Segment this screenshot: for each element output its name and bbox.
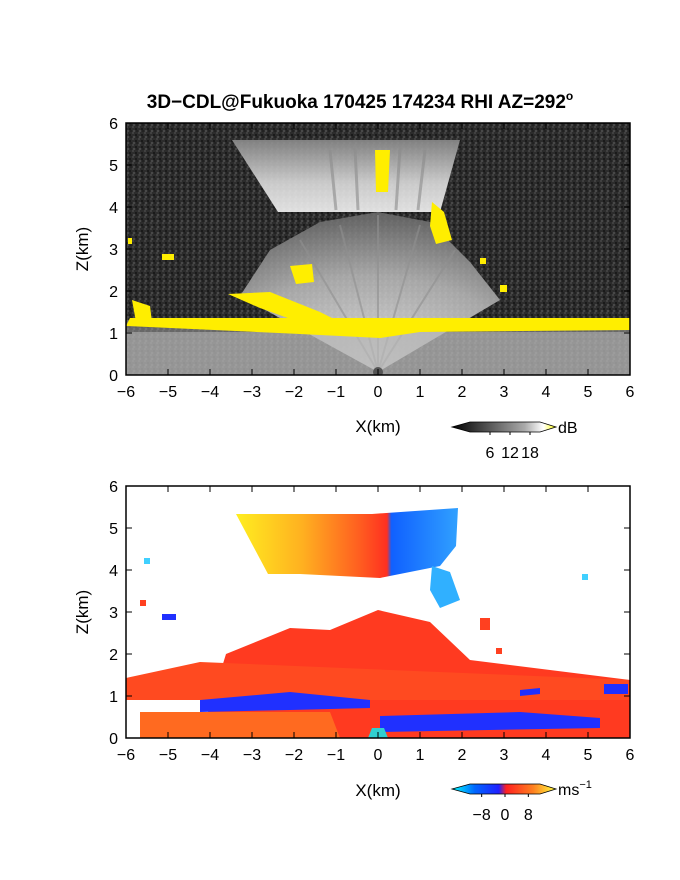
velocity-y-ticks: 0 1 2 3 4 5 6 (109, 479, 630, 748)
reflectivity-x-tick-label: 4 (542, 384, 551, 401)
reflectivity-x-tick-label: −4 (201, 384, 219, 401)
velocity-y-tick-label: 2 (109, 647, 118, 664)
velocity-x-tick-label: −1 (327, 747, 345, 764)
reflectivity-colorbar-ticks: 6 12 18 (486, 432, 539, 462)
reflectivity-x-tick-label: 3 (500, 384, 509, 401)
reflectivity-x-ticks: −6 −5 −4 −3 −2 −1 0 1 2 3 4 5 6 (117, 123, 635, 401)
velocity-x-tick-label: 2 (458, 747, 467, 764)
velocity-x-axis-label: X(km) (355, 781, 400, 800)
reflectivity-colorbar-tick-label: 12 (501, 445, 519, 462)
velocity-x-tick-label: −3 (243, 747, 261, 764)
reflectivity-colorbar-unit: dB (558, 420, 578, 437)
velocity-x-tick-label: 1 (416, 747, 425, 764)
velocity-x-tick-label: 4 (542, 747, 551, 764)
reflectivity-y-tick-label: 5 (109, 158, 118, 175)
reflectivity-colorbar-tick-label: 6 (486, 445, 495, 462)
velocity-x-tick-label: 3 (500, 747, 509, 764)
chart-title: 3D−CDL@Fukuoka 170425 174234 RHI AZ=292o (147, 89, 574, 113)
reflectivity-y-tick-label: 3 (109, 242, 118, 259)
velocity-x-tick-label: 5 (584, 747, 593, 764)
velocity-y-tick-label: 6 (109, 479, 118, 496)
reflectivity-x-tick-label: 2 (458, 384, 467, 401)
velocity-y-tick-label: 3 (109, 605, 118, 622)
reflectivity-image (126, 123, 630, 375)
reflectivity-y-tick-label: 0 (109, 368, 118, 385)
reflectivity-colorbar-tick-label: 18 (521, 445, 539, 462)
reflectivity-x-tick-label: −2 (285, 384, 303, 401)
reflectivity-x-tick-label: −5 (159, 384, 177, 401)
velocity-x-tick-label: −6 (117, 747, 135, 764)
reflectivity-y-tick-label: 1 (109, 326, 118, 343)
reflectivity-x-tick-label: −3 (243, 384, 261, 401)
velocity-colorbar-unit: ms−1 (558, 779, 592, 799)
reflectivity-y-tick-label: 4 (109, 200, 118, 217)
velocity-y-tick-label: 4 (109, 563, 118, 580)
velocity-colorbar-tick-label: 0 (501, 807, 510, 824)
velocity-colorbar: −8 0 8 ms−1 (450, 779, 592, 824)
reflectivity-y-tick-label: 2 (109, 284, 118, 301)
velocity-x-tick-label: 6 (626, 747, 635, 764)
reflectivity-x-axis-label: X(km) (355, 417, 400, 436)
velocity-y-tick-label: 5 (109, 521, 118, 538)
reflectivity-x-tick-label: 5 (584, 384, 593, 401)
reflectivity-x-tick-label: −6 (117, 384, 135, 401)
velocity-x-tick-label: 0 (374, 747, 383, 764)
velocity-x-tick-label: −2 (285, 747, 303, 764)
velocity-y-tick-label: 0 (109, 731, 118, 748)
reflectivity-x-tick-label: −1 (327, 384, 345, 401)
velocity-x-tick-label: −5 (159, 747, 177, 764)
reflectivity-colorbar: 6 12 18 dB (450, 420, 578, 462)
reflectivity-x-tick-label: 1 (416, 384, 425, 401)
reflectivity-x-tick-label: 0 (374, 384, 383, 401)
velocity-x-ticks: −6 −5 −4 −3 −2 −1 0 1 2 3 4 5 6 (117, 486, 635, 764)
velocity-y-axis-label: Z(km) (73, 590, 92, 634)
velocity-x-tick-label: −4 (201, 747, 219, 764)
reflectivity-x-tick-label: 6 (626, 384, 635, 401)
reflectivity-y-axis-label: Z(km) (73, 227, 92, 271)
reflectivity-y-ticks: 0 1 2 3 4 5 6 (109, 116, 630, 385)
velocity-y-tick-label: 1 (109, 689, 118, 706)
velocity-colorbar-tick-label: 8 (524, 807, 533, 824)
velocity-image (126, 486, 630, 738)
velocity-colorbar-ticks: −8 0 8 (473, 794, 533, 824)
reflectivity-y-tick-label: 6 (109, 116, 118, 133)
velocity-colorbar-tick-label: −8 (473, 807, 491, 824)
